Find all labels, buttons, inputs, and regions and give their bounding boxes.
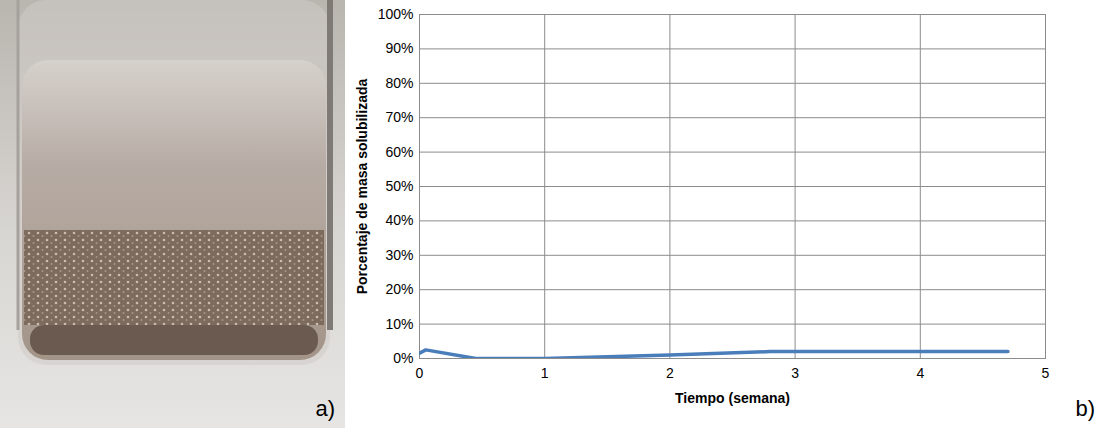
svg-text:4: 4: [916, 365, 924, 381]
svg-text:2: 2: [666, 365, 674, 381]
svg-text:30%: 30%: [385, 247, 413, 263]
svg-text:80%: 80%: [385, 75, 413, 91]
svg-text:0%: 0%: [393, 350, 413, 366]
svg-text:40%: 40%: [385, 212, 413, 228]
svg-text:10%: 10%: [385, 316, 413, 332]
svg-text:60%: 60%: [385, 144, 413, 160]
html-text:b): b): [1075, 396, 1095, 421]
svg-text:1: 1: [541, 365, 549, 381]
svg-text:100%: 100%: [378, 6, 414, 22]
svg-text:0: 0: [416, 365, 424, 381]
svg-text:3: 3: [791, 365, 799, 381]
html-text:a): a): [315, 396, 335, 421]
svg-text:90%: 90%: [385, 40, 413, 56]
svg-text:50%: 50%: [385, 178, 413, 194]
svg-text:70%: 70%: [385, 109, 413, 125]
svg-text:20%: 20%: [385, 281, 413, 297]
svg-text:5: 5: [1042, 365, 1050, 381]
svg-text:Porcentaje de masa solubilizad: Porcentaje de masa solubilizada: [354, 79, 370, 295]
svg-text:Tiempo (semana): Tiempo (semana): [675, 390, 790, 406]
